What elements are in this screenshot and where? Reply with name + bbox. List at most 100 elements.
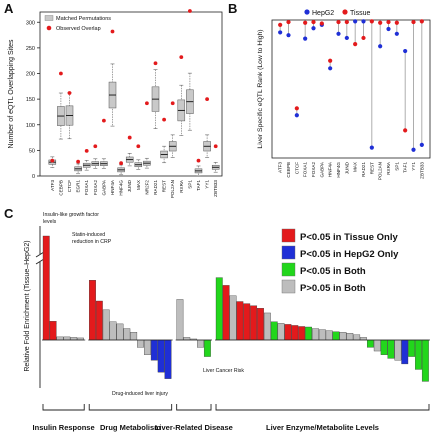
panel-b-tissue-point	[303, 20, 308, 25]
panel-label-b: B	[228, 1, 237, 16]
panel-a-observed-point	[84, 148, 89, 153]
panel-b-xtick-label: GABPA	[319, 161, 324, 177]
panel-c-bar	[197, 339, 204, 348]
panel-b-tissue-point	[361, 35, 366, 41]
panel-c-bar	[102, 309, 110, 341]
panel-c-legend-swatch	[281, 228, 296, 243]
panel-c-group-bracket	[176, 404, 212, 411]
panel-b-xtick-label: POL2AN	[378, 162, 383, 180]
panel-b-hepg2-point	[311, 26, 316, 31]
panel-b-legend-tissue: Tissue	[350, 10, 370, 17]
panel-a-ytick-label: 150	[26, 97, 35, 103]
panel-c-bar	[339, 332, 347, 341]
panel-b-xtick-label: HNF4A	[328, 161, 333, 177]
panel-c-bar	[123, 328, 131, 341]
panel-a-observed-point	[76, 159, 80, 164]
panel-c-bar	[42, 235, 50, 341]
panel-label-a: A	[4, 1, 14, 16]
panel-c-legend-label: P<0.05 in HepG2 Only	[300, 249, 399, 260]
panel-c-group-label: Liver Enzyme/Metabolite Levels	[266, 423, 379, 432]
panel-c-bar	[95, 300, 103, 341]
panel-a-ytick-label: 100	[26, 123, 35, 129]
panel-b-hepg2-point	[394, 31, 399, 36]
panel-b-tissue-point	[394, 20, 399, 25]
panel-c-group-label: Liver-Related Disease	[155, 423, 233, 432]
panel-a-xtick-label: REST	[162, 180, 167, 192]
panel-c-bar	[284, 324, 292, 341]
panel-b-tissue-point	[419, 19, 424, 24]
panel-c-annotation: Statin-induced	[72, 232, 105, 238]
panel-b-hepg2-point	[403, 48, 408, 54]
panel-c-bar	[137, 339, 144, 348]
panel-b-tissue-point	[294, 106, 299, 111]
panel-a-xtick-label: ATF3	[50, 180, 55, 191]
panel-b-hepg2-point	[419, 142, 424, 147]
panel-c-bar	[387, 339, 395, 359]
panel-b-xtick-label: ZBTB33	[419, 162, 424, 179]
panel-b-xtick-label: FOXA1	[303, 162, 308, 178]
panel-a-xtick-label: NR2F2	[144, 180, 149, 195]
panel-b-hepg2-point	[369, 145, 374, 150]
panel-b-tissue-point	[353, 42, 358, 47]
panel-a-observed-point	[213, 144, 218, 149]
panel-a-observed-point	[188, 9, 192, 13]
panel-c-bar	[394, 339, 402, 361]
panel-c-group-bracket	[215, 404, 430, 411]
panel-a-ylabel: Number of eQTL Overlapping Sites	[8, 39, 15, 149]
panel-a-xtick-label: TAF1	[196, 180, 201, 191]
panel-c-bar	[401, 339, 409, 365]
panel-c-bar	[70, 337, 78, 341]
panel-c-group-bracket	[42, 404, 85, 411]
panel-c-chart: Relative Fold Enrichment (Tissue–HepG2) I…	[24, 212, 430, 432]
panel-a-observed-point	[102, 118, 106, 123]
panel-a-chart: 0 50 100 150 200 250 300 Number of eQTL Overlap…	[8, 9, 223, 198]
panel-b-xtick-label: JUND	[344, 161, 349, 174]
panel-a-xtick-label: HNF4A	[110, 179, 115, 195]
panel-b-hepg2-point	[411, 147, 416, 152]
panel-b-tissue-point	[369, 19, 374, 24]
panel-b-xtick-label: MAX	[353, 162, 358, 172]
panel-b-hepg2-point	[336, 31, 341, 36]
panel-c-legend-label: P>0.05 in Both	[300, 283, 366, 294]
panel-c-legend-label: P<0.05 in Both	[300, 266, 366, 277]
panel-c-legend-label: P<0.05 in Tissue Only	[300, 232, 398, 243]
panel-c-legend-swatch	[281, 245, 296, 260]
panel-c-bar	[332, 331, 340, 341]
panel-b-hepg2-point	[303, 36, 308, 41]
panel-c-bar	[229, 295, 237, 341]
panel-b-hepg2-point	[328, 66, 333, 71]
panel-c-annotation: Insulin-like growth factor	[43, 212, 99, 218]
panel-b-xtick-label: ATF3	[278, 162, 283, 173]
panel-b-hepg2-point	[361, 19, 366, 24]
panel-label-c: C	[4, 206, 14, 221]
panel-c-bar	[176, 299, 184, 341]
panel-b-tissue-point	[328, 58, 333, 63]
panel-b-xtick-label: CTCF	[294, 162, 299, 174]
panel-c-annotation: levels	[43, 219, 57, 225]
panel-a-xtick-label: HNF4G	[119, 180, 124, 196]
panel-a-xtick-label: CEBPB	[58, 180, 63, 196]
panel-c-bar	[183, 337, 191, 341]
panel-b-tissue-point	[378, 20, 383, 25]
panel-b-xtick-label: SP1	[394, 162, 399, 171]
panel-b-hepg2-point	[294, 113, 299, 118]
panel-a-legend-box-swatch	[44, 15, 54, 21]
panel-b-tissue-point	[403, 128, 408, 133]
panel-a-observed-point	[50, 158, 55, 163]
panel-b-hepg2-point	[278, 30, 283, 35]
panel-a-xtick-label: ZBTB33	[213, 180, 218, 197]
panel-c-bar	[250, 305, 258, 341]
panel-c-bar	[380, 339, 388, 355]
panel-c-bar	[203, 339, 211, 357]
panel-a-xtick-label: FOXA2	[93, 180, 98, 196]
panel-c-bar	[89, 280, 96, 341]
panel-c-bar	[130, 332, 138, 341]
panel-c-legend-swatch	[281, 279, 296, 294]
panel-a-observed-point	[93, 144, 98, 149]
panel-a-observed-point	[179, 55, 184, 59]
panel-c-bar	[109, 321, 117, 341]
panel-c-bar	[263, 312, 271, 341]
panel-a-observed-point	[170, 101, 175, 106]
panel-c-bar	[236, 301, 244, 341]
